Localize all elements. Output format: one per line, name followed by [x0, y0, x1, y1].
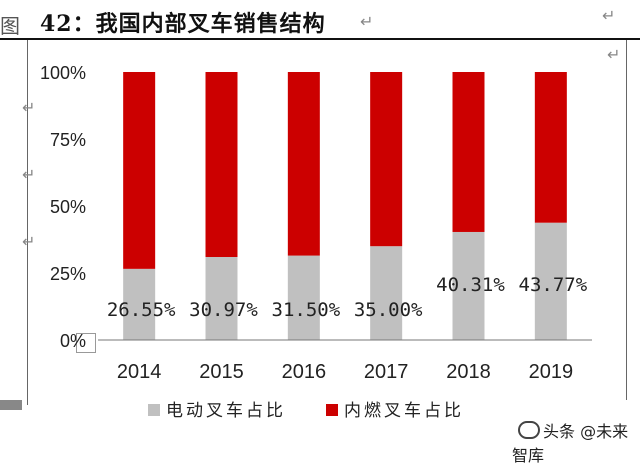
combustion-bar-segment	[205, 72, 238, 258]
data-label: 31.50%	[272, 299, 341, 321]
return-mark: ↵	[607, 45, 621, 64]
y-tick-label: 25%	[50, 264, 86, 284]
data-label: 26.55%	[107, 299, 176, 321]
y-ticks-group: 0% 25% 50% 75% 100%	[40, 63, 86, 351]
electric-bar-segment	[534, 222, 567, 340]
x-tick-label: 2015	[199, 361, 244, 383]
x-tick-label: 2018	[446, 361, 491, 383]
legend: 电动叉车占比 内燃叉车占比	[148, 401, 464, 421]
electric-bar-segment	[370, 246, 403, 340]
figure-label-glyph: 图	[0, 14, 20, 38]
chart-title: 42：我国内部叉车销售结构	[40, 11, 326, 37]
combustion-bar-segment	[370, 72, 403, 247]
y-tick-label: 0%	[60, 331, 86, 351]
data-label: 30.97%	[189, 299, 258, 321]
watermark: 头条 @未来智库	[512, 418, 640, 466]
x-tick-label: 2014	[117, 361, 162, 383]
x-tick-label: 2019	[529, 361, 574, 383]
title-rule	[0, 38, 640, 40]
legend-label: 内燃叉车占比	[344, 401, 464, 421]
electric-bar-segment	[123, 268, 156, 340]
x-tick-label: 2016	[282, 361, 327, 383]
y-tick-label: 75%	[50, 130, 86, 150]
data-label: 40.31%	[436, 274, 505, 296]
data-label: 35.00%	[354, 299, 423, 321]
electric-bar-segment	[452, 231, 485, 340]
data-label: 43.77%	[519, 274, 588, 296]
data-labels-group: 26.55% 30.97% 31.50% 35.00% 40.31% 43.77%	[107, 274, 588, 321]
electric-bar-segment	[287, 255, 320, 340]
return-mark: ↵	[22, 165, 36, 184]
y-tick-label: 50%	[50, 197, 86, 217]
axis-corner-box	[76, 333, 96, 353]
legend-swatch-combustion	[326, 404, 338, 416]
combustion-bar-segment	[534, 72, 567, 223]
electric-bar-segment	[205, 257, 238, 340]
combustion-bar-segment	[123, 72, 156, 269]
frame-right-line	[626, 40, 627, 400]
x-tick-label: 2017	[364, 361, 409, 383]
return-mark: ↵	[360, 12, 374, 31]
combustion-bar-segment	[452, 72, 485, 232]
frame-left-line	[27, 40, 28, 405]
y-tick-label: 100%	[40, 63, 86, 83]
x-ticks-group: 2014 2015 2016 2017 2018 2019	[117, 361, 573, 383]
legend-label: 电动叉车占比	[166, 401, 286, 421]
stacked-bar-chart: 0% 25% 50% 75% 100% 2014 2015 2016 2017 2018 2019…	[40, 63, 592, 421]
return-mark: ↵	[22, 232, 36, 251]
return-mark: ↵	[602, 6, 616, 25]
speech-bubble-icon	[518, 421, 540, 439]
return-mark: ↵	[22, 98, 36, 117]
legend-swatch-electric	[148, 404, 160, 416]
bars-group	[123, 72, 567, 340]
combustion-bar-segment	[287, 72, 320, 256]
margin-marker	[0, 400, 22, 410]
